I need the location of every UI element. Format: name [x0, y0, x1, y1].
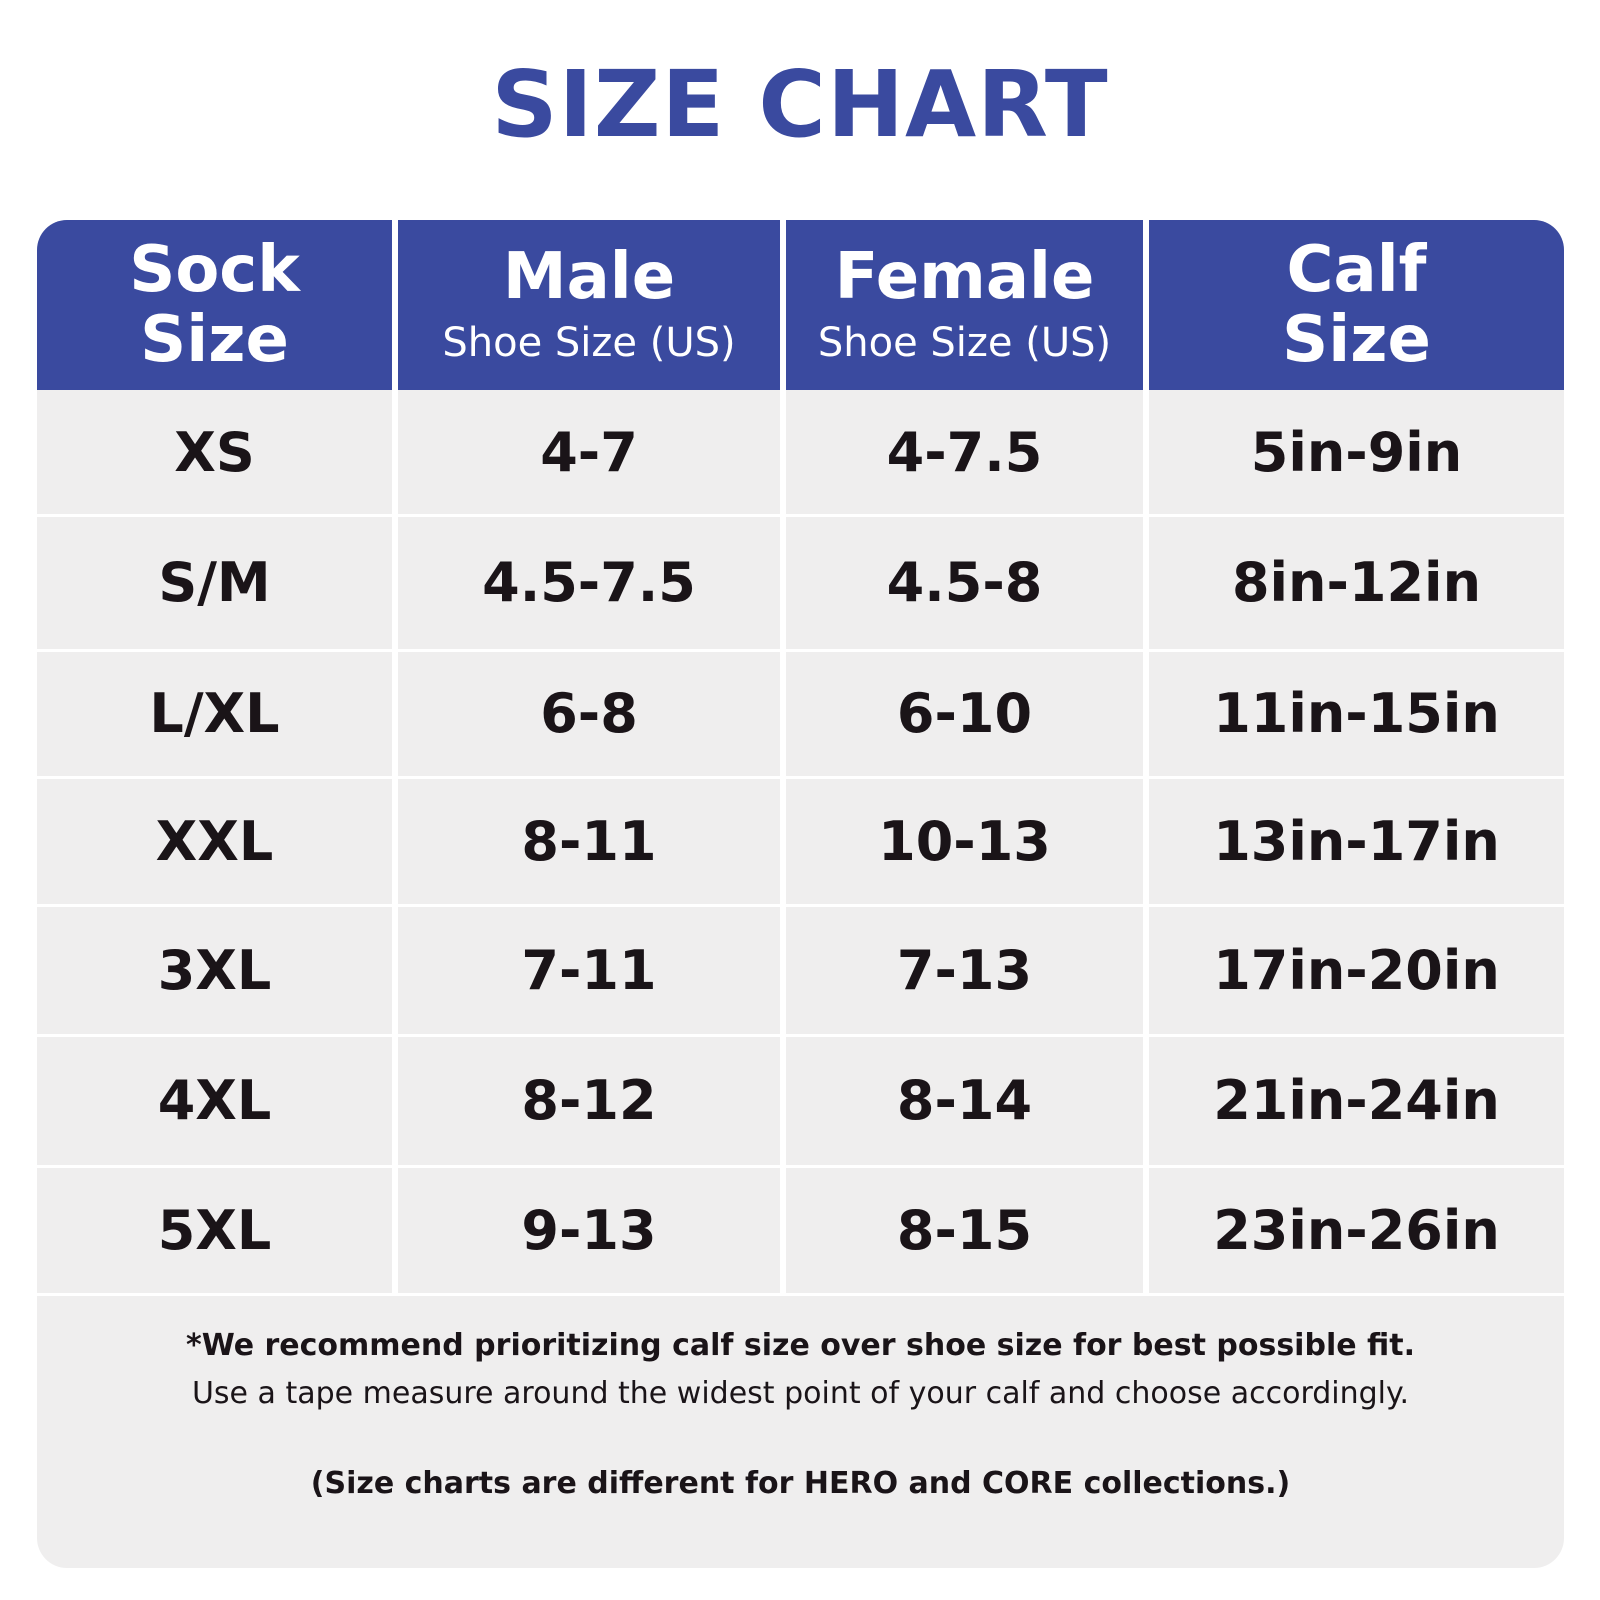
instruction-note: Use a tape measure around the widest poi… — [191, 1376, 1410, 1411]
table-row: 4XL 8-12 8-14 21in-24in — [37, 1035, 1564, 1166]
column-divider — [392, 220, 398, 1294]
table-cell: 4-7 — [540, 421, 638, 484]
table-cell: 5XL — [157, 1198, 272, 1262]
table-cell: 13in-17in — [1213, 809, 1500, 873]
header-female-label: Female — [834, 240, 1095, 314]
table-cell: 8-11 — [521, 809, 657, 873]
recommendation-note: *We recommend prioritizing calf size ove… — [186, 1328, 1415, 1363]
table-row: 3XL 7-11 7-13 17in-20in — [37, 905, 1564, 1035]
header-sock-size: Sock Size — [37, 220, 392, 390]
header-sock-size-label: Sock Size — [129, 233, 300, 377]
table-cell: XXL — [155, 809, 274, 873]
table-cell: 7-11 — [521, 938, 657, 1002]
row-divider — [37, 776, 1564, 779]
table-cell: 4-7.5 — [886, 421, 1043, 484]
table-cell: S/M — [158, 551, 271, 614]
header-calf-size: Calf Size — [1149, 220, 1564, 390]
table-cell: 3XL — [157, 938, 272, 1002]
table-cell: XS — [174, 421, 255, 484]
table-row: 5XL 9-13 8-15 23in-26in — [37, 1166, 1564, 1294]
table-cell: 11in-15in — [1213, 682, 1500, 745]
table-cell: 10-13 — [878, 809, 1051, 873]
footnotes: *We recommend prioritizing calf size ove… — [37, 1322, 1564, 1508]
table-cell: 17in-20in — [1213, 938, 1500, 1002]
table-cell: L/XL — [149, 682, 280, 745]
disclaimer-note: (Size charts are different for HERO and … — [310, 1466, 1291, 1501]
table-cell: 4.5-7.5 — [482, 551, 696, 614]
table-cell: 7-13 — [896, 938, 1033, 1002]
header-calf-size-label: Calf Size — [1282, 233, 1431, 377]
table-cell: 4XL — [157, 1069, 272, 1132]
row-divider — [37, 1034, 1564, 1037]
size-chart-table: Sock Size Male Shoe Size (US) Female Sho… — [37, 220, 1564, 1568]
row-divider — [37, 904, 1564, 907]
row-divider — [37, 649, 1564, 652]
row-divider — [37, 1293, 1564, 1296]
table-row: S/M 4.5-7.5 4.5-8 8in-12in — [37, 515, 1564, 650]
table-cell: 8in-12in — [1231, 551, 1482, 614]
table-cell: 23in-26in — [1213, 1198, 1500, 1262]
row-divider — [37, 1165, 1564, 1168]
table-cell: 8-14 — [896, 1069, 1033, 1132]
table-cell: 4.5-8 — [886, 551, 1043, 614]
table-cell: 5in-9in — [1250, 421, 1463, 484]
row-divider — [37, 514, 1564, 517]
page-title: SIZE CHART — [491, 51, 1109, 158]
table-cell: 6-8 — [540, 682, 638, 745]
table-cell: 8-12 — [521, 1069, 657, 1132]
header-female-sublabel: Shoe Size (US) — [817, 320, 1112, 366]
table-cell: 8-15 — [896, 1198, 1033, 1262]
column-divider — [780, 220, 786, 1294]
header-male-sublabel: Shoe Size (US) — [442, 320, 736, 366]
table-row: L/XL 6-8 6-10 11in-15in — [37, 650, 1564, 777]
table-cell: 21in-24in — [1213, 1069, 1500, 1132]
column-divider — [1143, 220, 1149, 1294]
header-female: Female Shoe Size (US) — [786, 220, 1143, 390]
header-male-label: Male — [502, 240, 676, 314]
table-row: XS 4-7 4-7.5 5in-9in — [37, 390, 1564, 515]
header-male: Male Shoe Size (US) — [398, 220, 780, 390]
table-row: XXL 8-11 10-13 13in-17in — [37, 777, 1564, 905]
table-header: Sock Size Male Shoe Size (US) Female Sho… — [37, 220, 1564, 390]
table-cell: 6-10 — [896, 682, 1033, 745]
table-cell: 9-13 — [521, 1198, 657, 1262]
